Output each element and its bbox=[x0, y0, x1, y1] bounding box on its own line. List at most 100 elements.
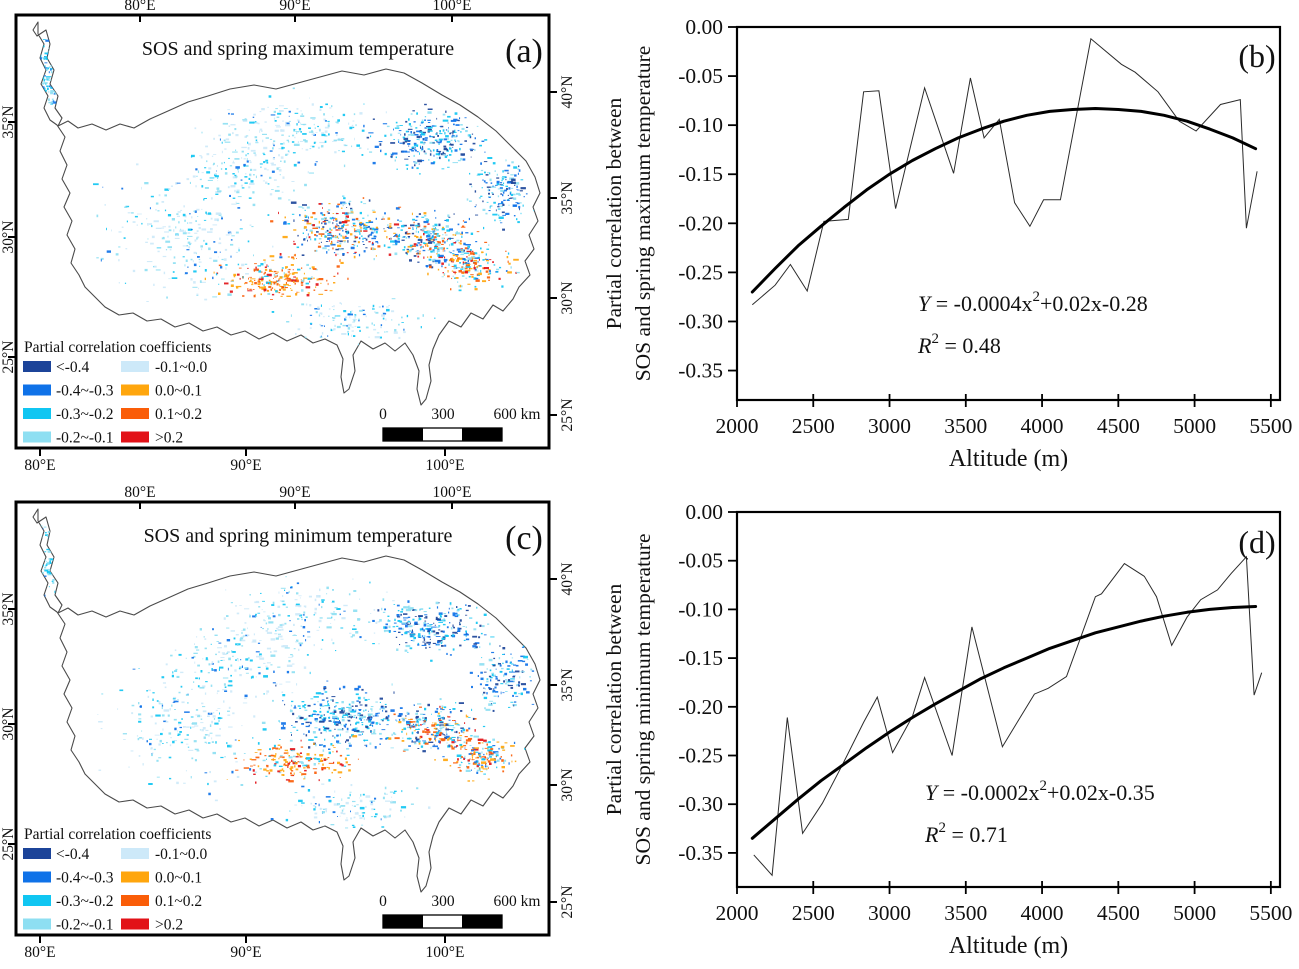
legend-swatch bbox=[121, 384, 149, 396]
map-bottom-tick-label: 100°E bbox=[426, 457, 465, 474]
legend-label: -0.2~-0.1 bbox=[56, 430, 113, 447]
y-tick-label: -0.35 bbox=[678, 841, 723, 865]
x-tick-label: 3000 bbox=[868, 414, 911, 438]
map-top-tick-label: 80°E bbox=[124, 0, 155, 14]
map-top-tick-label: 100°E bbox=[433, 0, 472, 14]
map-top-tick-label: 90°E bbox=[279, 0, 310, 14]
x-tick-label: 4500 bbox=[1097, 414, 1140, 438]
map-right-tick-label: 25°N bbox=[559, 886, 576, 919]
x-tick-label: 2500 bbox=[792, 414, 835, 438]
scalebar-label: 300 bbox=[431, 893, 455, 910]
panel-label: (d) bbox=[1238, 524, 1275, 560]
y-axis-title-line1: Partial correlation between bbox=[602, 583, 626, 815]
map-left-tick-label: 30°N bbox=[0, 221, 17, 254]
speckle-layer bbox=[37, 510, 535, 832]
x-tick-label: 4000 bbox=[1021, 901, 1064, 925]
x-axis-title: Altitude (m) bbox=[949, 933, 1068, 959]
panel-label: (b) bbox=[1238, 38, 1275, 74]
x-tick-label: 3500 bbox=[944, 414, 987, 438]
map-bottom-tick-label: 90°E bbox=[230, 457, 261, 474]
x-tick-label: 3000 bbox=[868, 901, 911, 925]
legend-label: >0.2 bbox=[155, 917, 183, 934]
map-right-tick-label: 40°N bbox=[559, 76, 576, 109]
panel-label: (a) bbox=[505, 33, 543, 70]
plateau-outline bbox=[32, 508, 541, 893]
legend-swatch bbox=[121, 361, 149, 372]
legend-label: -0.4~-0.3 bbox=[56, 870, 114, 887]
x-tick-label: 4500 bbox=[1097, 901, 1140, 925]
speckle-layer bbox=[36, 34, 535, 346]
map-right-tick-label: 35°N bbox=[559, 669, 576, 702]
map-top-tick-label: 80°E bbox=[124, 485, 155, 501]
legend-title: Partial correlation coefficients bbox=[24, 826, 211, 843]
map-top-tick-label: 90°E bbox=[279, 485, 310, 501]
equation: Y = -0.0002x2+0.02x-0.35 bbox=[925, 778, 1155, 805]
map-right-tick-label: 30°N bbox=[559, 282, 576, 315]
y-tick-label: -0.10 bbox=[678, 597, 723, 621]
chart-panel-b: 2000 2500 3000 3500 4000 4500 5000 5500 0.00 -0.0… bbox=[602, 15, 1292, 472]
y-tick-label: -0.10 bbox=[678, 113, 723, 137]
y-tick-label: -0.25 bbox=[678, 260, 723, 284]
fit-line bbox=[750, 107, 1258, 294]
map-left-tick-label: 35°N bbox=[0, 106, 17, 139]
legend-swatch bbox=[121, 408, 149, 419]
map-bottom-tick-label: 100°E bbox=[426, 944, 465, 961]
map-bottom-tick-label: 80°E bbox=[24, 944, 55, 961]
y-tick-label: 0.00 bbox=[685, 15, 723, 39]
x-axis-title: Altitude (m) bbox=[949, 446, 1068, 472]
legend-label: >0.2 bbox=[155, 430, 183, 447]
map-right-tick-label: 25°N bbox=[559, 399, 576, 432]
y-tick-label: -0.30 bbox=[678, 309, 723, 333]
y-tick-label: -0.30 bbox=[678, 792, 723, 816]
scalebar: 0 300 600 km bbox=[379, 406, 541, 442]
plateau-outline bbox=[32, 21, 541, 406]
y-tick-label: -0.15 bbox=[678, 162, 723, 186]
x-tick-label: 2000 bbox=[716, 414, 759, 438]
legend-swatch bbox=[121, 918, 149, 930]
legend-label: 0.0~0.1 bbox=[155, 870, 202, 887]
y-tick-label: -0.25 bbox=[678, 744, 723, 768]
map-left-tick-label: 30°N bbox=[0, 708, 17, 741]
legend-title: Partial correlation coefficients bbox=[24, 339, 211, 356]
panel-label: (c) bbox=[505, 520, 543, 557]
y-tick-label: -0.05 bbox=[678, 64, 723, 88]
legend-swatch bbox=[23, 895, 51, 906]
legend-swatch bbox=[23, 408, 51, 419]
chart-panel-d: 2000 2500 3000 3500 4000 4500 5000 5500 0.00 -0.0… bbox=[602, 500, 1292, 959]
legend-label: <-0.4 bbox=[56, 846, 90, 863]
x-tick-label: 5500 bbox=[1249, 901, 1292, 925]
legend-label: -0.1~0.0 bbox=[155, 359, 208, 376]
y-tick-label: -0.20 bbox=[678, 211, 723, 235]
data-line bbox=[751, 37, 1258, 306]
map-panel-c: 80°E 90°E 100°E 80°E 90°E 100°E 35°N 30°N 25°N 40… bbox=[0, 485, 576, 961]
map-title: SOS and spring minimum temperature bbox=[144, 525, 453, 547]
legend-swatch bbox=[121, 431, 149, 443]
scalebar: 0 300 600 km bbox=[379, 893, 540, 929]
y-tick-label: -0.05 bbox=[678, 549, 723, 573]
y-tick-label: -0.15 bbox=[678, 646, 723, 670]
legend-label: -0.3~-0.2 bbox=[56, 893, 113, 910]
y-tick-label: -0.20 bbox=[678, 695, 723, 719]
legend-swatch bbox=[121, 848, 149, 859]
map-right-tick-label: 35°N bbox=[559, 182, 576, 215]
legend-swatch bbox=[23, 361, 51, 372]
legend-swatch bbox=[121, 895, 149, 906]
y-tick-label: 0.00 bbox=[685, 500, 723, 524]
map-right-tick-label: 30°N bbox=[559, 769, 576, 802]
x-tick-label: 4000 bbox=[1021, 414, 1064, 438]
map-bottom-tick-label: 80°E bbox=[24, 457, 55, 474]
x-tick-label: 5000 bbox=[1173, 414, 1216, 438]
chart-frame bbox=[735, 25, 1282, 402]
scalebar-label: 0 bbox=[379, 406, 387, 423]
r-squared: R2 = 0.48 bbox=[917, 331, 1001, 358]
legend-label: -0.4~-0.3 bbox=[56, 383, 114, 400]
y-axis-title-line2: SOS and spring minimum temperature bbox=[631, 533, 655, 865]
legend-swatch bbox=[23, 431, 51, 443]
legend-swatch bbox=[23, 384, 51, 396]
scalebar-label: 600 km bbox=[494, 406, 541, 423]
x-tick-label: 2000 bbox=[716, 901, 759, 925]
legend-label: 0.1~0.2 bbox=[155, 406, 202, 423]
y-tick-label: -0.35 bbox=[678, 359, 723, 383]
map-bottom-tick-label: 90°E bbox=[230, 944, 261, 961]
